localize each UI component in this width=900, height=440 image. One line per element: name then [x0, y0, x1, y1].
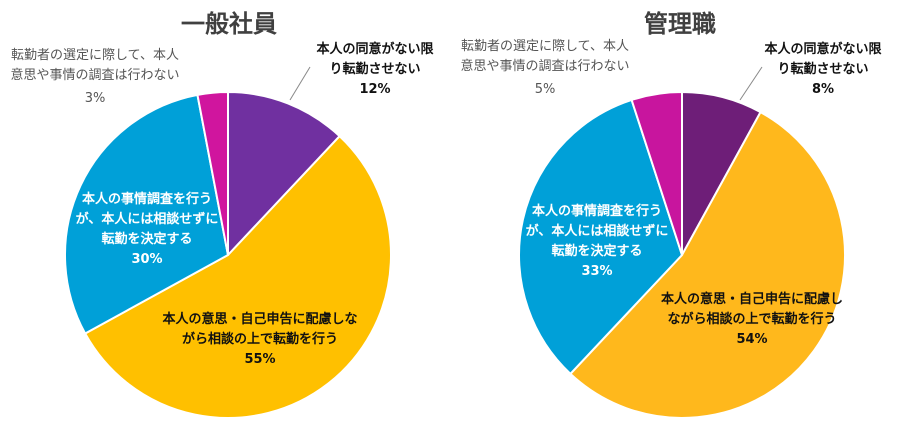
slice-label-consult: 本人の意思・自己申告に配慮しな がら相談の上で転勤を行う 55% — [155, 310, 365, 370]
label-line: 本人の同意がない限 — [316, 42, 434, 57]
pie-slice — [630, 90, 683, 256]
leader-line — [289, 66, 311, 101]
label-line: 本人の同意がない限 — [764, 42, 882, 57]
label-line: 意思や事情の調査は行わない — [10, 68, 180, 83]
label-line: 意思や事情の調査は行わない — [460, 59, 630, 74]
label-line: が、本人には相談せずに — [75, 212, 219, 227]
label-line: 転勤者の選定に際して、本人 — [11, 48, 179, 63]
slice-label-consult: 本人の意思・自己申告に配慮し ながら相談の上で転勤を行う 54% — [642, 290, 862, 350]
label-line: 本人の意思・自己申告に配慮しな — [162, 312, 358, 327]
slice-percent: 8% — [811, 82, 835, 97]
chart-title: 管理職 — [644, 10, 716, 38]
pie-slice — [196, 90, 229, 256]
label-line: 転勤を決定する — [101, 232, 193, 247]
slice-percent: 12% — [359, 82, 391, 97]
pie-slice — [518, 98, 684, 376]
slice-label-no-consent: 本人の同意がない限 り転勤させない 8% — [758, 40, 888, 100]
pie-slice — [569, 110, 846, 419]
chart-title: 一般社員 — [181, 10, 277, 38]
pie-svg — [518, 66, 846, 419]
slice-label-survey-no-consult: 本人の事情調査を行う が、本人には相談せずに 転勤を決定する 30% — [72, 190, 222, 270]
label-line: 本人の事情調査を行う — [531, 204, 662, 219]
slice-label-no-consent: 本人の同意がない限 り転勤させない 12% — [310, 40, 440, 100]
slice-label-no-survey: 転勤者の選定に際して、本人 意思や事情の調査は行わない 5% — [450, 37, 640, 100]
slice-percent: 55% — [244, 352, 276, 367]
slice-label-survey-no-consult: 本人の事情調査を行う が、本人には相談せずに 転勤を決定する 33% — [522, 202, 672, 282]
label-line: 転勤者の選定に際して、本人 — [461, 39, 629, 54]
slice-label-no-survey: 転勤者の選定に際して、本人 意思や事情の調査は行わない 3% — [0, 46, 190, 109]
label-line: 本人の事情調査を行う — [81, 192, 212, 207]
label-line: り転勤させない — [329, 62, 421, 77]
slice-percent: 3% — [84, 91, 106, 106]
pie-slice — [227, 90, 341, 258]
slice-percent: 54% — [736, 332, 768, 347]
pie-chart-general-employees: 一般社員 本人の同意がない限 り転勤させない 12% 転勤者の選定に際して、本人… — [0, 10, 440, 419]
leader-line — [739, 66, 763, 101]
slice-percent: 5% — [534, 82, 556, 97]
slice-percent: 33% — [581, 264, 613, 279]
label-line: ながら相談の上で転勤を行う — [667, 312, 837, 327]
label-line: が、本人には相談せずに — [525, 224, 669, 239]
pie-slice — [83, 134, 392, 419]
label-line: 転勤を決定する — [551, 244, 643, 259]
slice-percent: 30% — [131, 252, 163, 267]
label-line: がら相談の上で転勤を行う — [181, 332, 338, 347]
label-line: 本人の意思・自己申告に配慮し — [660, 292, 843, 307]
pie-slice — [64, 93, 230, 335]
label-line: り転勤させない — [777, 62, 869, 77]
pie-svg — [64, 66, 392, 419]
pie-chart-managers: 管理職 本人の同意がない限 り転勤させない 8% 転勤者の選定に際して、本人 意… — [450, 0, 900, 440]
